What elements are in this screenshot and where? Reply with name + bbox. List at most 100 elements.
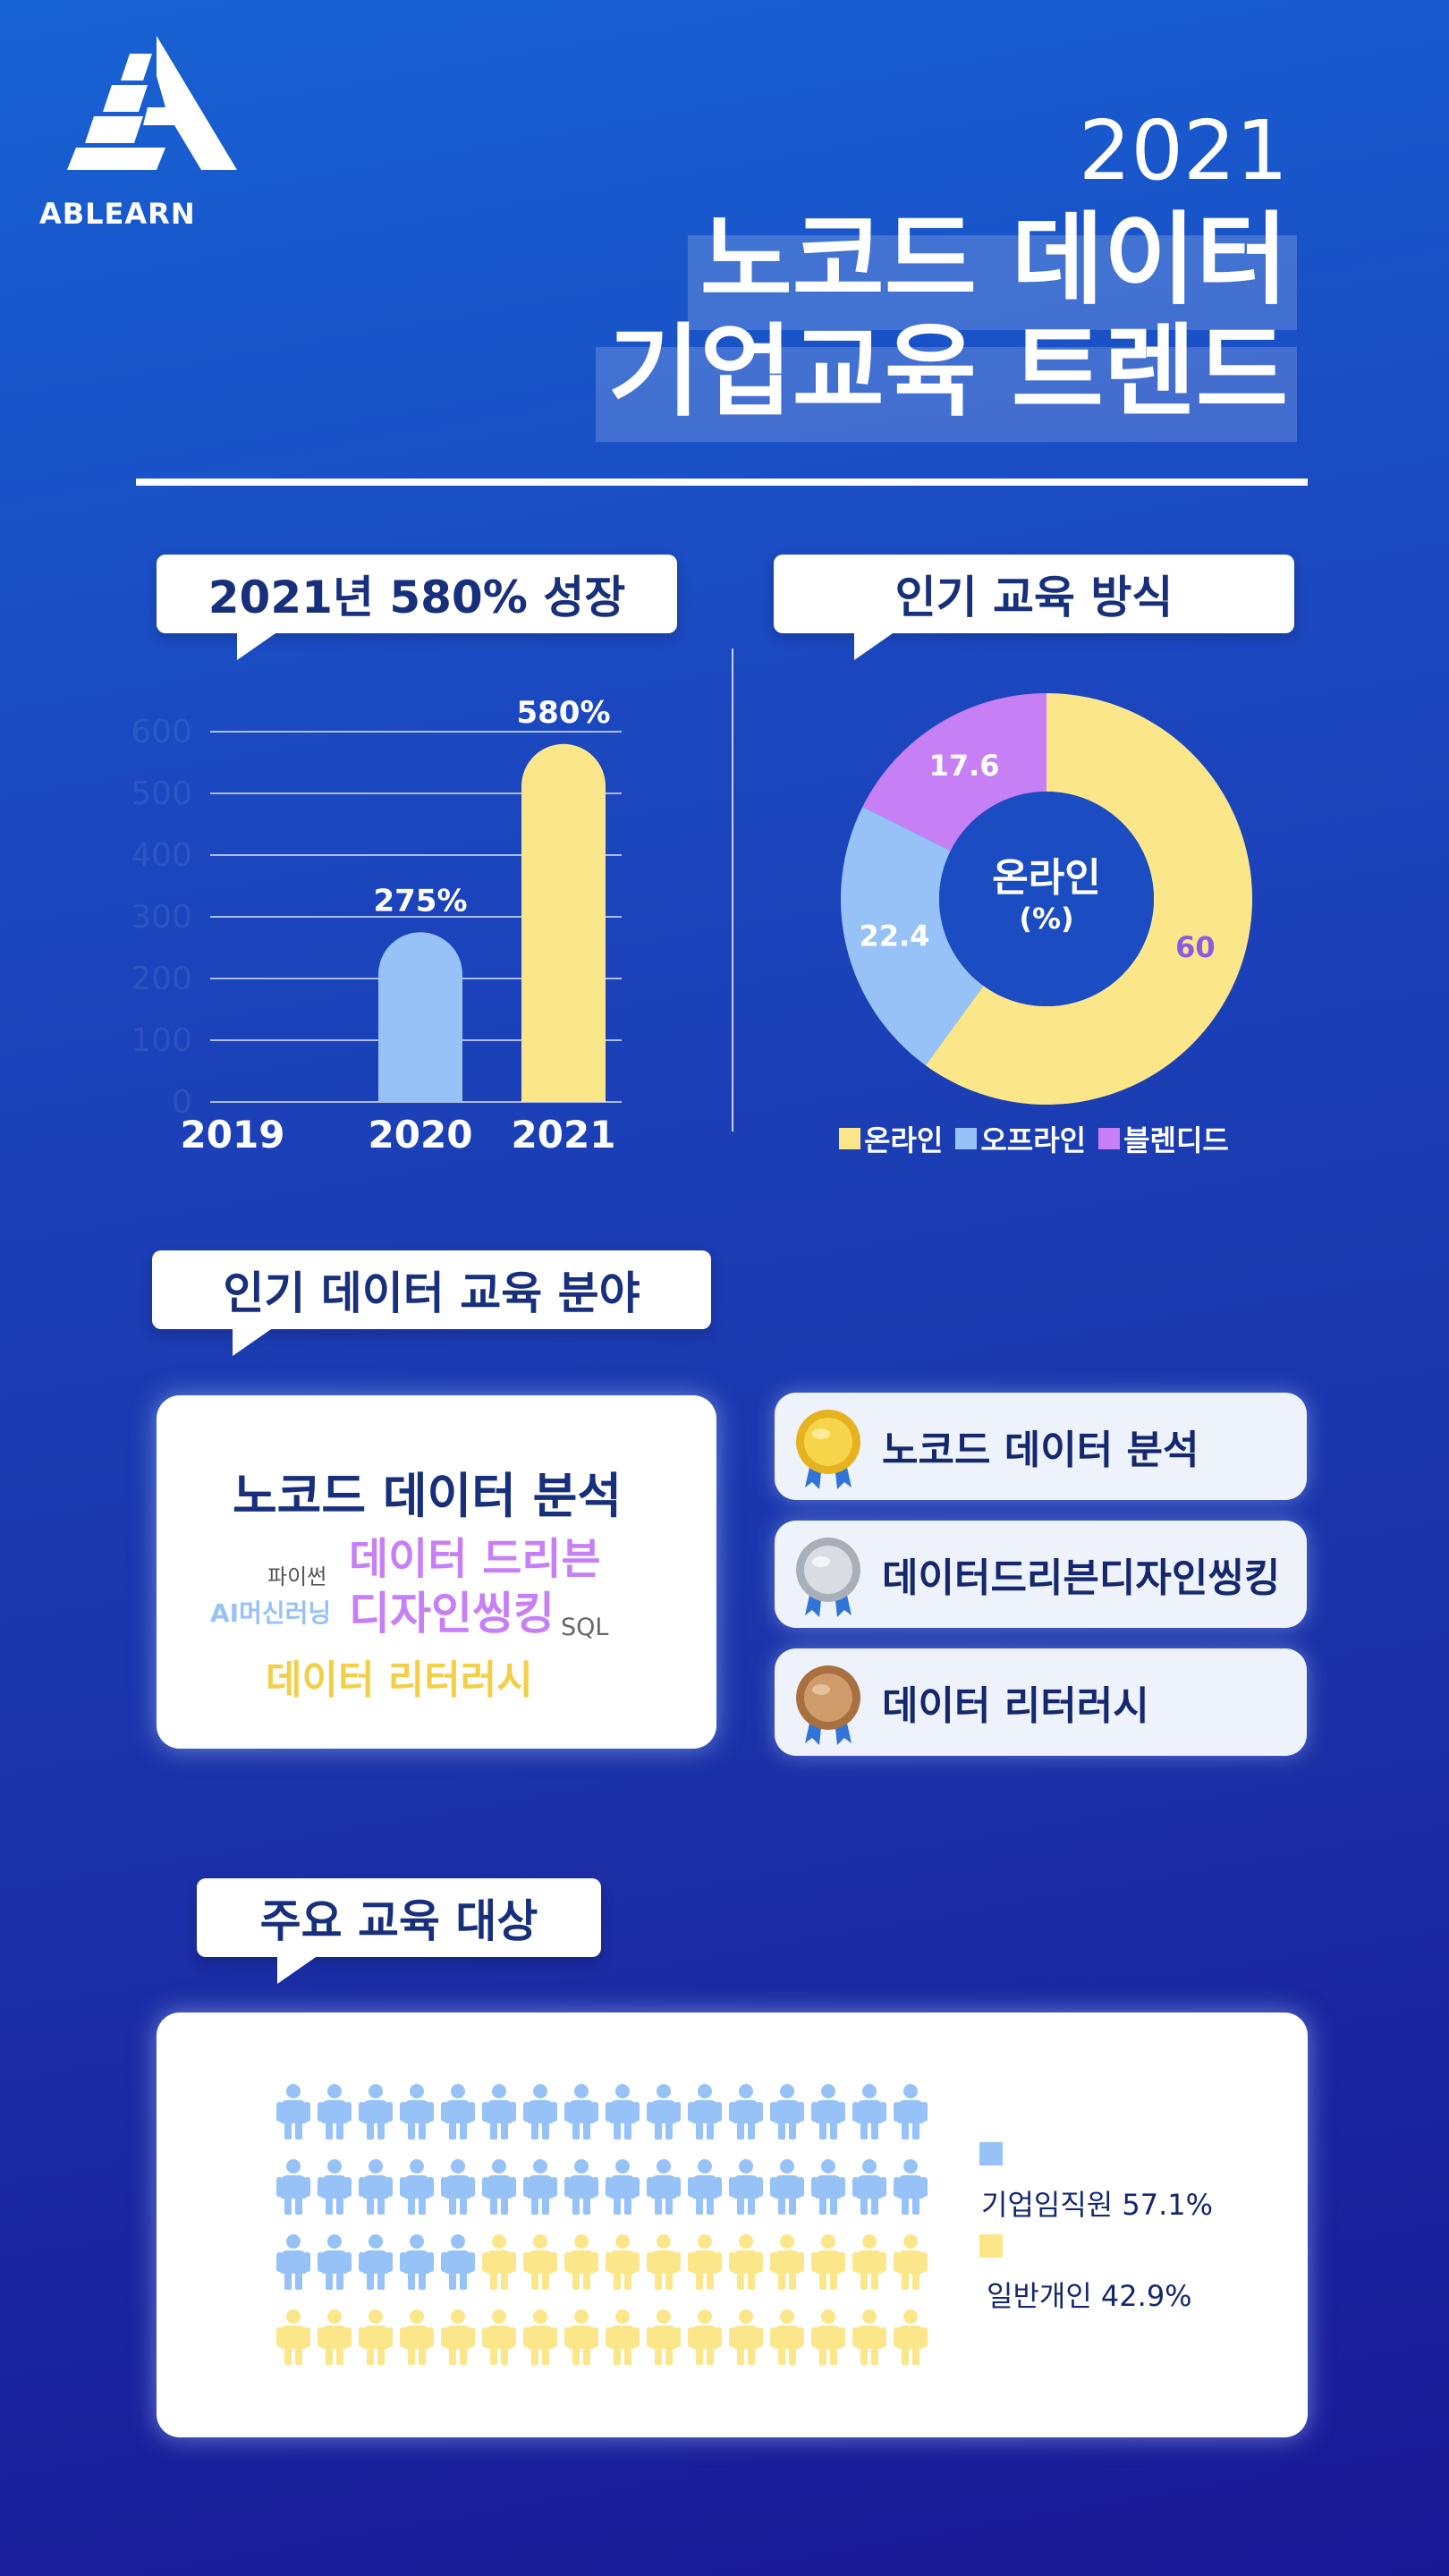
bubble-tail (233, 1327, 274, 1356)
person-icon (273, 2234, 314, 2292)
person-icon (314, 2159, 355, 2216)
gold-medal-icon (775, 1393, 882, 1500)
person-icon (437, 2234, 479, 2292)
donut-slice-3 (862, 693, 1046, 852)
x-category-label: 2019 (181, 1113, 285, 1157)
y-tick-label: 200 (131, 961, 192, 997)
person-icon (437, 2084, 479, 2141)
word-cloud-word: 노코드 데이터 분석 (233, 1468, 623, 1524)
person-icon (767, 2084, 808, 2141)
word-cloud-word: 파이썬 (267, 1564, 327, 1589)
person-icon (643, 2159, 684, 2216)
x-category-label: 2021 (512, 1113, 616, 1157)
person-icon (808, 2234, 849, 2292)
ablearn-logo-icon (67, 36, 237, 170)
donut-slice-1 (925, 693, 1252, 1105)
person-icon (643, 2309, 684, 2367)
person-icon (849, 2309, 890, 2367)
legend-item-blended: 블렌디드 (1098, 1118, 1229, 1159)
person-icon (561, 2159, 602, 2216)
person-icon (725, 2084, 767, 2141)
person-icon (355, 2309, 396, 2367)
logo-text: ABLEARN (39, 197, 196, 231)
growth-heading-bubble: 2021년 580% 성장 (157, 555, 677, 660)
person-icon (725, 2159, 767, 2216)
person-icon (273, 2159, 314, 2216)
person-icon (890, 2234, 931, 2292)
donut-chart-svg: 60 22.4 17.6 (841, 693, 1252, 1105)
person-icon (767, 2159, 808, 2216)
person-icon (684, 2084, 725, 2141)
title-highlight (595, 347, 1297, 442)
person-icon (684, 2309, 725, 2367)
person-icon (355, 2234, 396, 2292)
person-icon (520, 2084, 561, 2141)
rank-label: 데이터드리븐디자인씽킹 (882, 1555, 1281, 1601)
y-tick-label: 500 (131, 775, 192, 812)
y-tick-label: 600 (131, 714, 192, 750)
word-cloud-card: 노코드 데이터 분석 파이썬 데이터 드리븐 AI머신러닝 디자인씽킹 SQL … (157, 1395, 716, 1749)
y-tick-label: 100 (131, 1022, 192, 1059)
legend-label: 온라인 (864, 1123, 944, 1157)
word-cloud-word: SQL (561, 1614, 609, 1641)
bubble-tail (277, 1955, 318, 1984)
bubble-tail (237, 631, 278, 660)
word-cloud-word: AI머신러닝 (210, 1598, 332, 1628)
y-tick-label: 300 (131, 899, 192, 936)
fields-heading-bubble: 인기 데이터 교육 분야 (152, 1250, 711, 1356)
person-icon (396, 2234, 437, 2292)
methods-donut-chart: 60 22.4 17.6 (823, 680, 1270, 1127)
section-divider (732, 648, 733, 1131)
person-icon (520, 2234, 561, 2292)
legend-label-employees: 기업임직원 57.1% (981, 2188, 1214, 2222)
person-icon (561, 2084, 602, 2141)
person-icon (479, 2309, 520, 2367)
donut-slice-2 (841, 806, 984, 1066)
person-icon (767, 2234, 808, 2292)
audience-card: 기업임직원 57.1% 일반개인 42.9% (157, 2012, 1308, 2437)
donut-center-unit: (%) (1019, 902, 1074, 936)
person-icon (890, 2309, 931, 2367)
bar-data-label: 580% (516, 695, 610, 731)
ablearn-logo: ABLEARN (36, 36, 242, 242)
methods-heading: 인기 교육 방식 (894, 572, 1174, 623)
person-icon (355, 2159, 396, 2216)
legend-swatch-employees (979, 2142, 1003, 2165)
person-icon (602, 2084, 643, 2141)
person-icon (643, 2234, 684, 2292)
rank-card-1: 노코드 데이터 분석 (775, 1393, 1307, 1500)
y-tick-label: 0 (172, 1084, 192, 1121)
word-cloud-word: 디자인씽킹 (349, 1588, 555, 1640)
rank-card-3: 데이터 리터러시 (775, 1648, 1307, 1756)
legend-swatch (955, 1128, 978, 1149)
fields-heading: 인기 데이터 교육 분야 (223, 1267, 640, 1319)
person-icon (314, 2234, 355, 2292)
person-icon (314, 2084, 355, 2141)
bubble-tail (854, 631, 895, 660)
person-icon (520, 2159, 561, 2216)
person-icon (602, 2159, 643, 2216)
person-icon (561, 2309, 602, 2367)
person-icon (437, 2159, 479, 2216)
y-tick-label: 400 (131, 837, 192, 874)
legend-swatch-individuals (979, 2234, 1003, 2258)
person-icon (725, 2234, 767, 2292)
person-icon (520, 2309, 561, 2367)
legend-item-online: 온라인 (839, 1118, 943, 1159)
donut-hole (939, 792, 1154, 1006)
person-icon (479, 2234, 520, 2292)
bar-data-label: 275% (373, 883, 467, 919)
person-icon (396, 2159, 437, 2216)
donut-value-label: 22.4 (859, 919, 929, 953)
title-year: 2021 (1078, 103, 1288, 199)
legend-label-individuals: 일반개인 42.9% (987, 2279, 1192, 2313)
rank-card-2: 데이터드리븐디자인씽킹 (775, 1521, 1307, 1628)
person-icon (273, 2084, 314, 2141)
person-icon (355, 2084, 396, 2141)
person-icon (396, 2084, 437, 2141)
person-icon (602, 2309, 643, 2367)
legend-label: 블렌디드 (1123, 1123, 1229, 1157)
person-icon (767, 2309, 808, 2367)
person-icon (314, 2309, 355, 2367)
x-category-label: 2020 (369, 1113, 473, 1157)
